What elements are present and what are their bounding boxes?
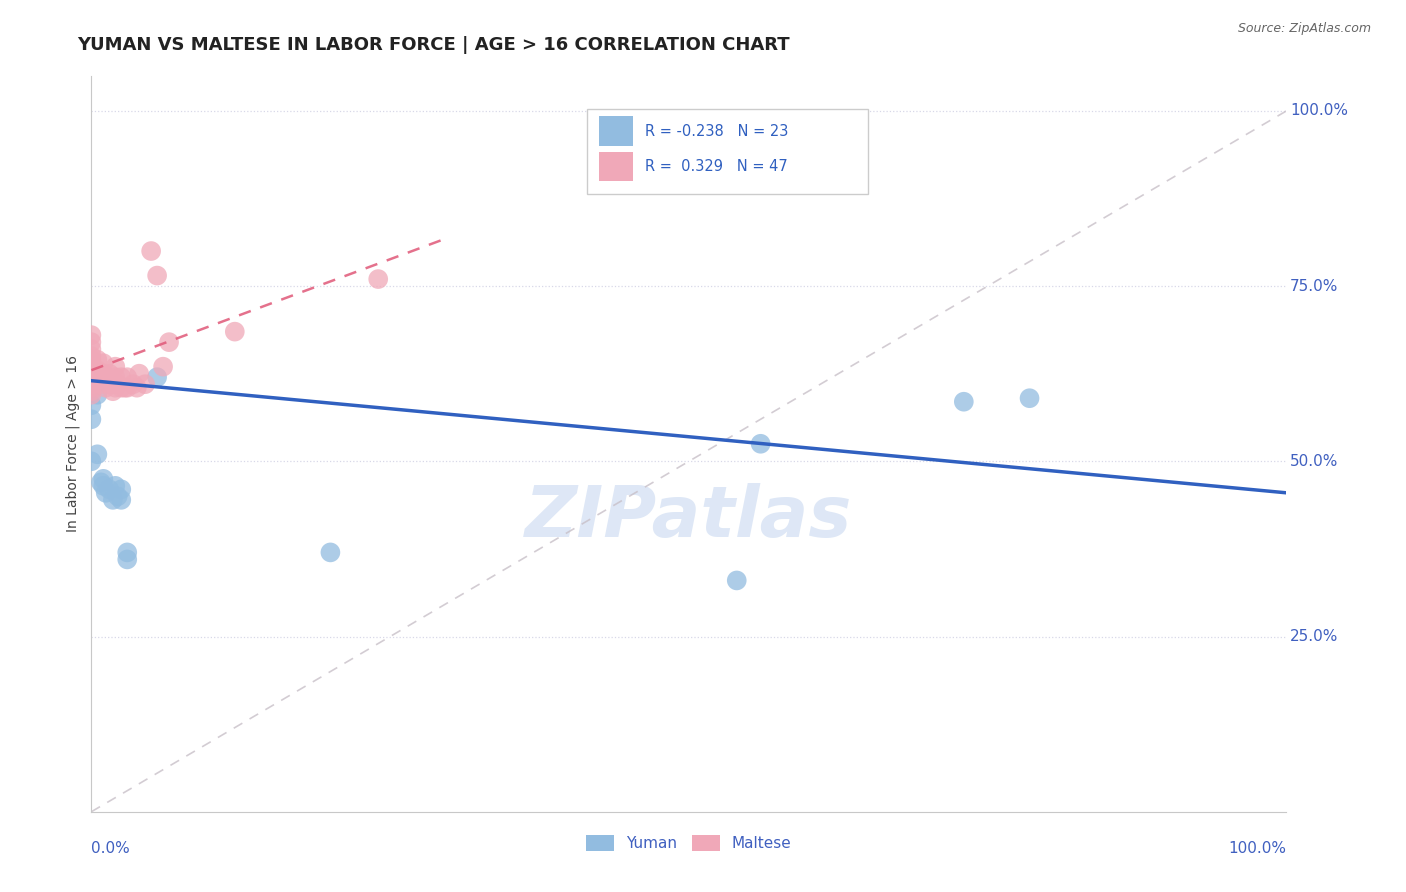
Point xyxy=(86,387,108,401)
Point xyxy=(86,374,108,388)
Point xyxy=(90,377,112,392)
Point xyxy=(80,398,103,412)
Text: 100.0%: 100.0% xyxy=(1229,841,1286,856)
Point xyxy=(146,268,169,283)
Point xyxy=(90,367,112,381)
Point xyxy=(86,363,108,377)
Point xyxy=(93,479,114,493)
Point xyxy=(80,335,103,350)
Point xyxy=(122,377,145,392)
Point xyxy=(115,381,138,395)
Text: R =  0.329   N = 47: R = 0.329 N = 47 xyxy=(645,159,787,174)
Point xyxy=(80,367,103,381)
FancyBboxPatch shape xyxy=(599,152,633,181)
Point xyxy=(80,377,103,392)
Point xyxy=(125,381,148,395)
Point xyxy=(80,412,103,426)
Point xyxy=(80,359,103,374)
Text: Source: ZipAtlas.com: Source: ZipAtlas.com xyxy=(1237,22,1371,36)
Point xyxy=(93,472,114,486)
Point xyxy=(104,479,127,493)
Point xyxy=(110,492,132,507)
Point xyxy=(367,272,389,286)
Point xyxy=(94,485,117,500)
FancyBboxPatch shape xyxy=(588,109,868,194)
Point xyxy=(80,454,103,468)
Point xyxy=(86,447,108,461)
Point xyxy=(115,370,138,384)
Point xyxy=(98,377,121,392)
Point xyxy=(93,356,114,370)
Point xyxy=(141,244,162,258)
Point xyxy=(98,483,121,497)
Point xyxy=(1018,391,1040,405)
Text: 75.0%: 75.0% xyxy=(1291,278,1339,293)
Point xyxy=(115,552,138,566)
Point xyxy=(104,370,127,384)
Point xyxy=(749,436,772,450)
Text: 50.0%: 50.0% xyxy=(1291,454,1339,469)
Point xyxy=(80,370,103,384)
Point xyxy=(93,367,114,381)
Point xyxy=(101,374,124,388)
Point xyxy=(114,381,136,395)
Point xyxy=(80,342,103,356)
Point xyxy=(90,475,112,490)
Point xyxy=(157,335,180,350)
Point xyxy=(80,387,103,401)
Point xyxy=(104,359,127,374)
Point xyxy=(107,489,129,503)
Point xyxy=(80,384,103,399)
Text: 100.0%: 100.0% xyxy=(1291,103,1348,119)
Point xyxy=(80,374,103,388)
Point xyxy=(146,370,169,384)
Point xyxy=(107,377,129,392)
Point xyxy=(953,394,976,409)
Point xyxy=(152,359,174,374)
Point xyxy=(80,356,103,370)
Text: YUMAN VS MALTESE IN LABOR FORCE | AGE > 16 CORRELATION CHART: YUMAN VS MALTESE IN LABOR FORCE | AGE > … xyxy=(77,36,790,54)
Point xyxy=(80,381,103,395)
Point xyxy=(80,349,103,363)
Text: ZIPatlas: ZIPatlas xyxy=(526,483,852,552)
Point xyxy=(128,367,150,381)
Point xyxy=(94,370,117,384)
Point xyxy=(110,381,132,395)
Point xyxy=(101,492,124,507)
Point xyxy=(319,545,342,559)
Point xyxy=(110,483,132,497)
Point xyxy=(80,352,103,367)
Point xyxy=(80,363,103,377)
Text: 25.0%: 25.0% xyxy=(1291,629,1339,644)
Point xyxy=(134,377,156,392)
Point xyxy=(725,574,748,588)
Point xyxy=(115,545,138,559)
Point xyxy=(101,384,124,399)
Point xyxy=(224,325,246,339)
Point xyxy=(86,352,108,367)
Point xyxy=(80,328,103,343)
Text: 0.0%: 0.0% xyxy=(91,841,131,856)
FancyBboxPatch shape xyxy=(599,116,633,145)
Point xyxy=(104,381,127,395)
Point xyxy=(98,367,121,381)
Point xyxy=(110,370,132,384)
Point xyxy=(94,381,117,395)
Legend: Yuman, Maltese: Yuman, Maltese xyxy=(581,829,797,857)
Y-axis label: In Labor Force | Age > 16: In Labor Force | Age > 16 xyxy=(66,355,80,533)
Text: R = -0.238   N = 23: R = -0.238 N = 23 xyxy=(645,123,789,138)
